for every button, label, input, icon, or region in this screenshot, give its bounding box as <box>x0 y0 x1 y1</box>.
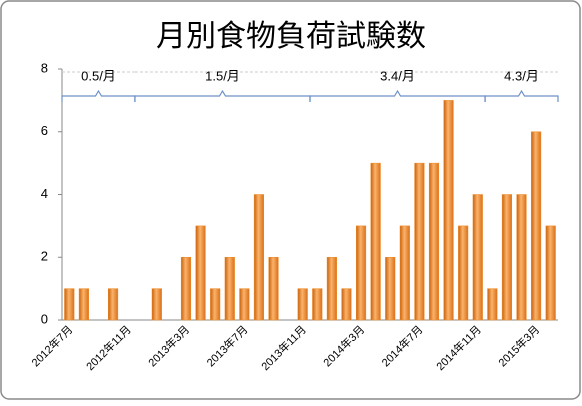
bar <box>253 194 265 321</box>
annotation: 4.3/月 <box>504 68 539 83</box>
bar <box>385 257 396 321</box>
bar <box>239 288 250 321</box>
bar <box>399 225 410 321</box>
bar <box>78 288 89 321</box>
chart-title: 月別食物負荷試験数 <box>156 20 426 53</box>
annotation: 3.4/月 <box>380 68 415 83</box>
bar <box>458 225 469 321</box>
bar <box>501 194 513 321</box>
bar <box>195 225 206 321</box>
bar <box>443 100 454 321</box>
bar <box>297 288 308 321</box>
bar <box>355 225 367 321</box>
bar <box>268 257 279 321</box>
bar <box>414 162 425 321</box>
bar <box>151 288 162 321</box>
annotation: 0.5/月 <box>81 68 116 83</box>
annotation: 1.5/月 <box>205 68 240 83</box>
y-tick-label: 0 <box>41 311 48 326</box>
bar <box>487 288 498 321</box>
bar <box>224 257 235 321</box>
bar <box>428 162 440 321</box>
y-tick-label: 4 <box>41 186 48 201</box>
bar <box>531 131 542 321</box>
bracket <box>484 89 559 102</box>
bar <box>64 288 75 321</box>
bar <box>341 288 352 321</box>
bar <box>516 194 527 321</box>
y-tick-label: 6 <box>41 123 48 138</box>
bar <box>545 225 556 321</box>
bar <box>326 257 337 321</box>
bar <box>370 162 381 321</box>
bar <box>180 257 192 321</box>
y-tick-label: 2 <box>41 249 48 264</box>
bar <box>472 194 483 321</box>
bar <box>210 288 221 321</box>
y-tick-label: 8 <box>41 60 48 75</box>
bar <box>312 288 323 321</box>
bar <box>107 288 119 321</box>
